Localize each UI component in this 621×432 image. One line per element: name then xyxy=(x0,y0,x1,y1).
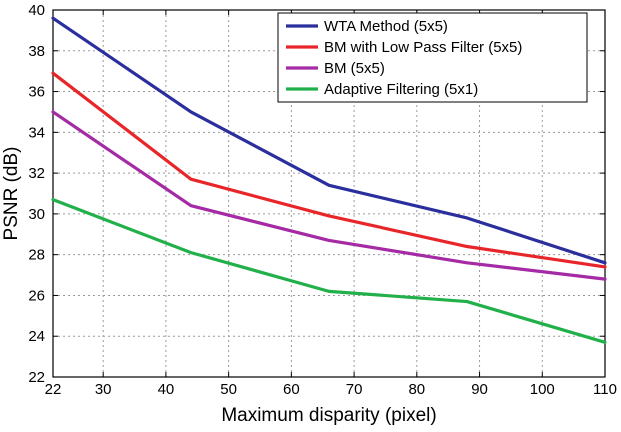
y-tick-label: 34 xyxy=(28,124,45,141)
y-tick-label: 26 xyxy=(28,287,45,304)
x-tick-label: 50 xyxy=(220,381,237,398)
y-axis-ticks: 22 24 26 28 30 32 34 36 38 40 xyxy=(28,2,605,386)
plot-area xyxy=(52,9,606,378)
legend-box xyxy=(277,12,588,103)
series-line-2 xyxy=(51,71,607,269)
series-line-4 xyxy=(51,198,607,344)
y-tick-label: 24 xyxy=(28,328,45,345)
legend-label: BM (5x5) xyxy=(324,60,385,77)
x-axis-title: Maximum disparity (pixel) xyxy=(221,405,436,426)
y-tick-label: 28 xyxy=(28,247,45,264)
x-tick-label: 40 xyxy=(158,381,175,398)
x-tick-label: 100 xyxy=(530,381,555,398)
series-lines xyxy=(51,16,607,344)
legend-label: BM with Low Pass Filter (5x5) xyxy=(324,39,522,56)
y-tick-label: 38 xyxy=(28,43,45,60)
x-axis-ticks: 22 30 40 50 60 70 80 90 100 110 xyxy=(45,10,617,398)
y-tick-label: 36 xyxy=(28,84,45,101)
y-tick-label: 22 xyxy=(28,369,45,386)
y-axis-title: PSNR (dB) xyxy=(1,147,22,241)
x-tick-label: 80 xyxy=(408,381,425,398)
y-tick-label: 30 xyxy=(28,206,45,223)
legend: WTA Method (5x5) BM with Low Pass Filter … xyxy=(277,12,588,103)
series-line-3 xyxy=(51,110,607,281)
x-tick-label: 60 xyxy=(283,381,300,398)
x-tick-label: 70 xyxy=(346,381,363,398)
x-tick-label: 90 xyxy=(471,381,488,398)
series-line-1 xyxy=(51,16,607,265)
x-tick-label: 22 xyxy=(45,381,62,398)
legend-label: Adaptive Filtering (5x1) xyxy=(324,81,478,98)
x-tick-label: 30 xyxy=(95,381,112,398)
legend-label: WTA Method (5x5) xyxy=(324,18,448,35)
x-tick-label: 110 xyxy=(593,381,617,398)
y-tick-label: 40 xyxy=(28,2,45,19)
y-tick-label: 32 xyxy=(28,165,45,182)
